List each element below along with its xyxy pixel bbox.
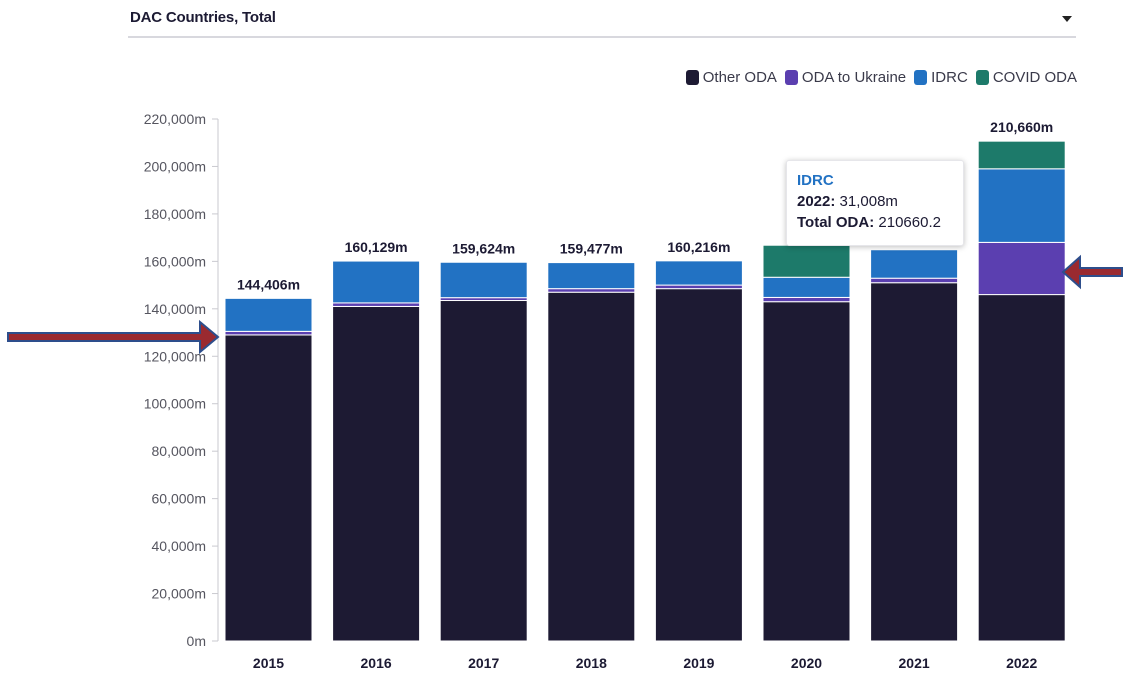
bar-segment-idrc-2018[interactable] bbox=[547, 262, 636, 290]
bar-segment-covid-oda-2020[interactable] bbox=[762, 244, 851, 278]
y-tick-label: 20,000m bbox=[152, 586, 206, 602]
total-label-2016: 160,129m bbox=[345, 239, 408, 255]
y-tick-label: 0m bbox=[187, 633, 206, 649]
legend-label-idrc: IDRC bbox=[931, 69, 968, 86]
bar-stack-2017[interactable] bbox=[439, 261, 528, 642]
legend-item-other-oda[interactable]: Other ODA bbox=[685, 69, 777, 86]
total-label-2022: 210,660m bbox=[990, 119, 1053, 135]
bar-segment-idrc-2019[interactable] bbox=[654, 260, 743, 286]
annotation-arrows bbox=[7, 254, 1123, 355]
bar-stack-2016[interactable] bbox=[332, 260, 421, 642]
arrow-left-annotation bbox=[7, 319, 220, 355]
total-labels: 144,406m 160,129m 159,624m 159,477m 160,216m… bbox=[237, 119, 1053, 292]
y-tick-label: 140,000m bbox=[144, 301, 206, 317]
bar-segment-idrc-2016[interactable] bbox=[332, 260, 421, 304]
bar-segment-idrc-2022[interactable] bbox=[977, 168, 1066, 243]
y-tick-label: 220,000m bbox=[144, 111, 206, 127]
bar-stacks bbox=[224, 140, 1066, 642]
legend-item-idrc[interactable]: IDRC bbox=[914, 69, 968, 86]
bar-segment-idrc-2017[interactable] bbox=[439, 261, 528, 299]
legend-swatch-covid-oda bbox=[975, 70, 989, 85]
bar-segment-covid-oda-2022[interactable] bbox=[977, 140, 1066, 170]
bar-segment-other-oda-2017[interactable] bbox=[439, 300, 528, 642]
x-tick-label: 2016 bbox=[361, 655, 392, 671]
x-tick-label: 2021 bbox=[899, 655, 930, 671]
bar-segment-oda-to-ukraine-2016[interactable] bbox=[332, 302, 421, 307]
x-tick-label: 2015 bbox=[253, 655, 284, 671]
y-axis: 0m 20,000m 40,000m 60,000m 80,000m 100,000m 12… bbox=[144, 111, 219, 649]
bar-segment-other-oda-2016[interactable] bbox=[332, 305, 421, 642]
y-tick-label: 40,000m bbox=[152, 538, 206, 554]
tooltip-total-label: Total ODA: bbox=[797, 214, 875, 231]
legend-label-covid-oda: COVID ODA bbox=[992, 69, 1077, 86]
bar-stack-2020[interactable] bbox=[762, 244, 851, 642]
x-tick-label: 2017 bbox=[468, 655, 499, 671]
y-tick-label: 80,000m bbox=[152, 443, 206, 459]
arrow-right-annotation bbox=[1061, 254, 1123, 290]
legend-swatch-idrc bbox=[914, 70, 928, 85]
tooltip-total-value: 210660.2 bbox=[878, 214, 941, 231]
x-tick-label: 2020 bbox=[791, 655, 822, 671]
bar-segment-oda-to-ukraine-2021[interactable] bbox=[870, 277, 959, 284]
y-tick-label: 120,000m bbox=[144, 348, 206, 364]
bar-segment-oda-to-ukraine-2018[interactable] bbox=[547, 288, 636, 293]
bar-segment-oda-to-ukraine-2015[interactable] bbox=[224, 330, 313, 336]
tooltip-year-value: 31,008m bbox=[839, 193, 898, 210]
tooltip-year-row: 2022: 31,008m bbox=[797, 191, 953, 212]
total-label-2017: 159,624m bbox=[452, 240, 515, 256]
y-tick-label: 200,000m bbox=[144, 158, 206, 174]
chevron-down-icon[interactable] bbox=[1062, 16, 1072, 22]
y-tick-label: 100,000m bbox=[144, 396, 206, 412]
legend-item-oda-to-ukraine[interactable]: ODA to Ukraine bbox=[784, 69, 907, 86]
legend-item-covid-oda[interactable]: COVID ODA bbox=[975, 69, 1077, 86]
legend-swatch-oda-to-ukraine bbox=[784, 70, 798, 85]
bar-segment-oda-to-ukraine-2019[interactable] bbox=[654, 284, 743, 290]
bar-segment-idrc-2015[interactable] bbox=[224, 297, 313, 332]
bar-segment-other-oda-2018[interactable] bbox=[547, 291, 636, 642]
bar-stack-2022[interactable] bbox=[977, 140, 1066, 642]
total-label-2015: 144,406m bbox=[237, 276, 300, 292]
bar-segment-other-oda-2015[interactable] bbox=[224, 334, 313, 642]
y-tick-label: 160,000m bbox=[144, 253, 206, 269]
bar-stack-2019[interactable] bbox=[654, 260, 743, 642]
x-tick-label: 2018 bbox=[576, 655, 607, 671]
bar-segment-idrc-2021[interactable] bbox=[870, 249, 959, 279]
bar-segment-oda-to-ukraine-2020[interactable] bbox=[762, 296, 851, 303]
x-axis: 2015 2016 2017 2018 2019 2020 2021 2022 bbox=[253, 655, 1038, 671]
tooltip-series-name: IDRC bbox=[797, 172, 834, 189]
bar-stack-2021[interactable] bbox=[870, 249, 959, 642]
legend-swatch-other-oda bbox=[685, 70, 699, 85]
bar-stack-2015[interactable] bbox=[224, 297, 313, 642]
total-label-2019: 160,216m bbox=[667, 239, 730, 255]
legend-label-other-oda: Other ODA bbox=[702, 69, 777, 86]
tooltip-year-label: 2022: bbox=[797, 193, 836, 210]
y-tick-label: 180,000m bbox=[144, 206, 206, 222]
country-selector[interactable]: DAC Countries, Total bbox=[128, 0, 1076, 38]
bar-segment-other-oda-2021[interactable] bbox=[870, 282, 959, 642]
bar-segment-other-oda-2022[interactable] bbox=[977, 294, 1066, 642]
bar-segment-idrc-2020[interactable] bbox=[762, 276, 851, 298]
y-tick-label: 60,000m bbox=[152, 491, 206, 507]
x-tick-label: 2019 bbox=[683, 655, 714, 671]
x-tick-label: 2022 bbox=[1006, 655, 1037, 671]
country-selector-label: DAC Countries, Total bbox=[130, 9, 276, 26]
bar-segment-other-oda-2020[interactable] bbox=[762, 301, 851, 642]
bar-segment-oda-to-ukraine-2022[interactable] bbox=[977, 241, 1066, 296]
chart-legend: Other ODA ODA to Ukraine IDRC COVID ODA bbox=[678, 69, 1077, 86]
chart-tooltip: IDRC 2022: 31,008m Total ODA: 210660.2 bbox=[786, 160, 964, 246]
bar-segment-other-oda-2019[interactable] bbox=[654, 288, 743, 642]
bar-stack-2018[interactable] bbox=[547, 262, 636, 642]
tooltip-total-row: Total ODA: 210660.2 bbox=[797, 212, 953, 233]
legend-label-oda-to-ukraine: ODA to Ukraine bbox=[801, 69, 907, 86]
total-label-2018: 159,477m bbox=[560, 241, 623, 257]
